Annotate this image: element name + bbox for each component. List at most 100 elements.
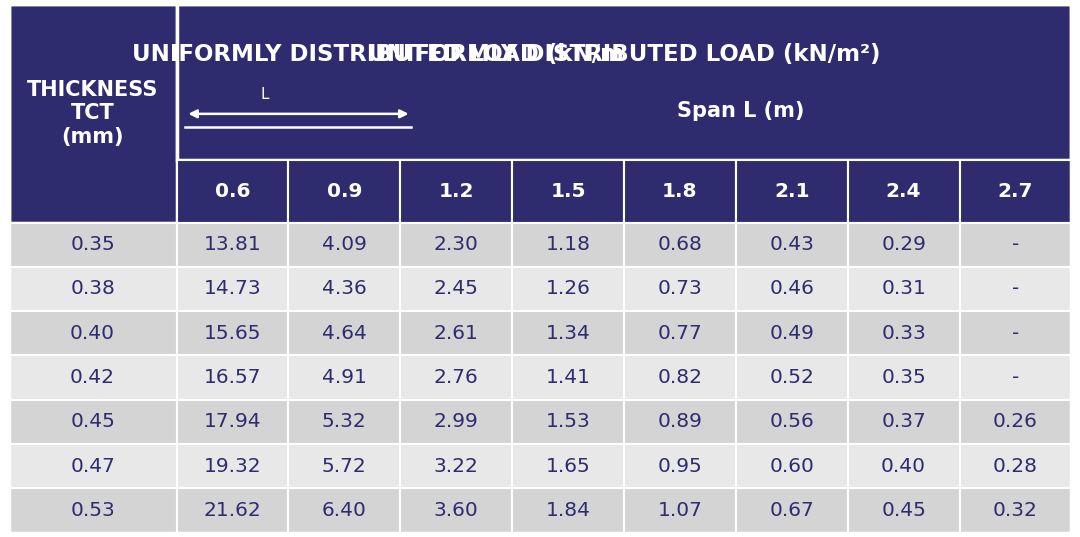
Text: 21.62: 21.62 <box>204 501 261 520</box>
Text: 4.36: 4.36 <box>322 279 367 299</box>
Text: 0.28: 0.28 <box>993 457 1038 476</box>
Bar <box>512 222 624 267</box>
Text: 0.40: 0.40 <box>70 324 116 343</box>
Bar <box>9 311 176 355</box>
Bar <box>288 267 401 311</box>
Text: 1.84: 1.84 <box>545 501 591 520</box>
Bar <box>624 444 735 488</box>
Text: 0.77: 0.77 <box>658 324 702 343</box>
Bar <box>288 488 401 533</box>
Text: 0.37: 0.37 <box>881 412 926 431</box>
Text: 0.53: 0.53 <box>70 501 114 520</box>
Bar <box>512 355 624 400</box>
Text: 0.46: 0.46 <box>769 279 814 299</box>
Text: 0.47: 0.47 <box>70 457 116 476</box>
Text: 0.56: 0.56 <box>769 412 814 431</box>
Text: 2.99: 2.99 <box>434 412 478 431</box>
Bar <box>959 267 1071 311</box>
Text: 3.60: 3.60 <box>434 501 478 520</box>
Text: 3.22: 3.22 <box>434 457 478 476</box>
Bar <box>624 488 735 533</box>
Bar <box>735 488 848 533</box>
Bar <box>848 400 959 444</box>
Bar <box>176 488 288 533</box>
Bar <box>512 267 624 311</box>
Bar <box>735 355 848 400</box>
Text: 6.40: 6.40 <box>322 501 367 520</box>
Bar <box>959 222 1071 267</box>
Text: 2.76: 2.76 <box>434 368 478 387</box>
Text: 0.35: 0.35 <box>70 235 114 254</box>
Text: 1.8: 1.8 <box>662 182 698 201</box>
Bar <box>401 160 512 222</box>
Text: 0.52: 0.52 <box>769 368 814 387</box>
Bar <box>624 311 735 355</box>
Bar <box>401 400 512 444</box>
Bar <box>735 267 848 311</box>
Text: 1.07: 1.07 <box>658 501 702 520</box>
Bar <box>624 222 735 267</box>
Bar <box>401 488 512 533</box>
Text: 16.57: 16.57 <box>204 368 261 387</box>
Bar <box>848 311 959 355</box>
Text: 0.60: 0.60 <box>769 457 814 476</box>
Text: 2.61: 2.61 <box>434 324 478 343</box>
Text: Span L (m): Span L (m) <box>676 101 804 121</box>
Text: 1.2: 1.2 <box>438 182 474 201</box>
Bar <box>848 267 959 311</box>
Text: 0.6: 0.6 <box>215 182 251 201</box>
Text: 4.64: 4.64 <box>322 324 367 343</box>
Bar <box>401 267 512 311</box>
Bar <box>9 355 176 400</box>
Text: UNIFORMLY DISTRIBUTED LOAD (kN/m: UNIFORMLY DISTRIBUTED LOAD (kN/m <box>132 42 624 66</box>
Text: 0.73: 0.73 <box>658 279 702 299</box>
Text: 0.33: 0.33 <box>881 324 926 343</box>
Bar <box>735 444 848 488</box>
Bar <box>624 267 735 311</box>
Bar <box>9 222 176 267</box>
Text: 0.38: 0.38 <box>70 279 116 299</box>
Bar <box>848 488 959 533</box>
Text: 0.42: 0.42 <box>70 368 116 387</box>
Text: 0.32: 0.32 <box>993 501 1038 520</box>
Bar <box>288 160 401 222</box>
Text: 0.40: 0.40 <box>881 457 926 476</box>
Bar <box>959 400 1071 444</box>
Text: 0.43: 0.43 <box>769 235 814 254</box>
Bar <box>288 444 401 488</box>
Text: 0.89: 0.89 <box>658 412 702 431</box>
Text: 0.9: 0.9 <box>326 182 362 201</box>
Bar <box>512 160 624 222</box>
Text: 0.82: 0.82 <box>658 368 702 387</box>
Bar <box>848 160 959 222</box>
Bar <box>176 444 288 488</box>
Bar <box>735 400 848 444</box>
Bar <box>176 160 288 222</box>
Bar <box>735 222 848 267</box>
Bar <box>624 355 735 400</box>
Bar <box>288 311 401 355</box>
Bar <box>512 400 624 444</box>
Bar <box>288 400 401 444</box>
Text: 14.73: 14.73 <box>204 279 261 299</box>
Text: 1.41: 1.41 <box>545 368 591 387</box>
Bar <box>176 355 288 400</box>
Text: 0.26: 0.26 <box>993 412 1038 431</box>
Text: 0.31: 0.31 <box>881 279 926 299</box>
Bar <box>176 267 288 311</box>
Text: -: - <box>1012 279 1020 299</box>
Text: 4.09: 4.09 <box>322 235 367 254</box>
Text: 1.53: 1.53 <box>545 412 591 431</box>
Bar <box>176 222 288 267</box>
Bar <box>288 355 401 400</box>
Bar <box>959 488 1071 533</box>
Text: 13.81: 13.81 <box>204 235 261 254</box>
Text: 2.7: 2.7 <box>998 182 1034 201</box>
Text: 1.65: 1.65 <box>545 457 591 476</box>
Bar <box>624 160 735 222</box>
Bar <box>959 444 1071 488</box>
Text: -: - <box>1012 324 1020 343</box>
Bar <box>512 311 624 355</box>
Bar <box>9 4 176 222</box>
Text: 0.49: 0.49 <box>769 324 814 343</box>
